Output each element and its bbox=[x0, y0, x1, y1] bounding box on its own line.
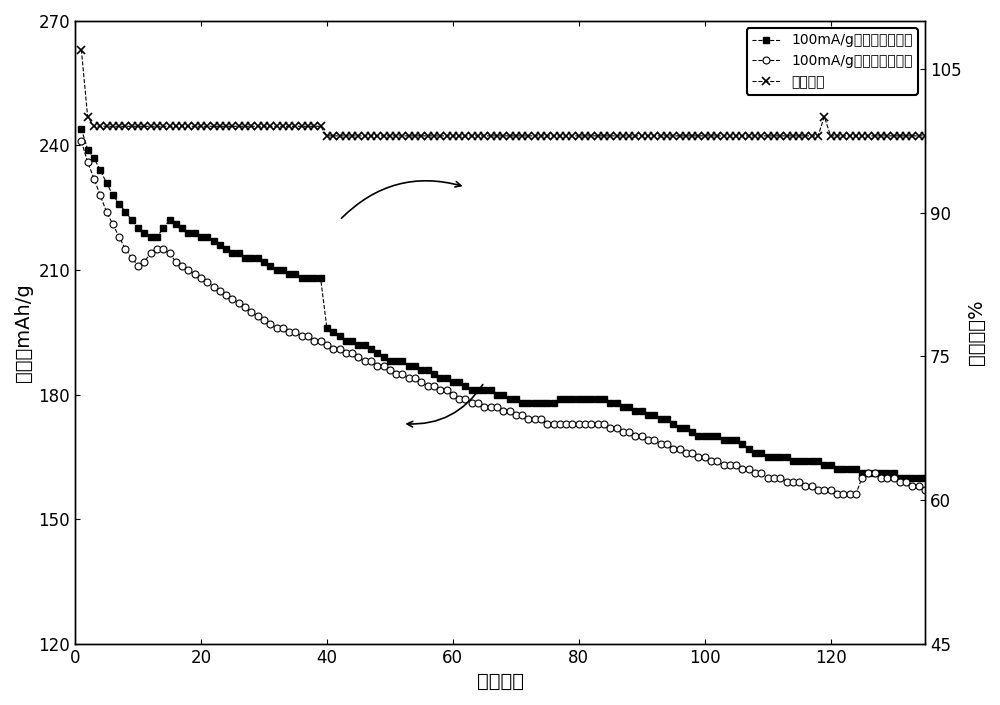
Line: 100mA/g充电循环比容量: 100mA/g充电循环比容量 bbox=[79, 126, 928, 480]
100mA/g放电循环比容量 bbox=[271, 324, 283, 332]
100mA/g放电循环比容量 bbox=[680, 448, 692, 457]
100mA/g充电循环比容量 bbox=[75, 125, 87, 133]
循环效率 bbox=[686, 132, 698, 140]
100mA/g放电循环比容量 bbox=[869, 470, 881, 478]
100mA/g充电循环比容量 bbox=[806, 457, 818, 465]
100mA/g充电循环比容量 bbox=[271, 266, 283, 274]
100mA/g放电循环比容量 bbox=[554, 419, 566, 428]
循环效率 bbox=[869, 132, 881, 140]
100mA/g充电循环比容量 bbox=[680, 424, 692, 432]
100mA/g放电循环比容量 bbox=[806, 482, 818, 490]
X-axis label: 循环次数: 循环次数 bbox=[477, 672, 524, 691]
循环效率 bbox=[75, 45, 87, 54]
100mA/g充电循环比容量 bbox=[894, 473, 906, 482]
100mA/g充电循环比容量 bbox=[522, 398, 534, 407]
循环效率 bbox=[919, 132, 931, 140]
循环效率 bbox=[560, 132, 572, 140]
循环效率 bbox=[271, 122, 283, 130]
100mA/g放电循环比容量 bbox=[831, 490, 843, 498]
循环效率 bbox=[529, 132, 541, 140]
Y-axis label: 比容量mAh/g: 比容量mAh/g bbox=[14, 283, 33, 381]
Legend: 100mA/g充电循环比容量, 100mA/g放电循环比容量, 循环效率: 100mA/g充电循环比容量, 100mA/g放电循环比容量, 循环效率 bbox=[747, 27, 918, 95]
100mA/g放电循环比容量 bbox=[75, 137, 87, 145]
Y-axis label: 循环效率%: 循环效率% bbox=[967, 300, 986, 365]
100mA/g充电循环比容量 bbox=[862, 470, 874, 478]
循环效率 bbox=[321, 132, 333, 140]
Line: 100mA/g放电循环比容量: 100mA/g放电循环比容量 bbox=[78, 137, 929, 498]
100mA/g放电循环比容量 bbox=[919, 486, 931, 494]
Line: 循环效率: 循环效率 bbox=[77, 45, 929, 140]
循环效率 bbox=[812, 132, 824, 140]
100mA/g充电循环比容量 bbox=[554, 395, 566, 403]
100mA/g放电循环比容量 bbox=[522, 415, 534, 424]
100mA/g充电循环比容量 bbox=[919, 473, 931, 482]
